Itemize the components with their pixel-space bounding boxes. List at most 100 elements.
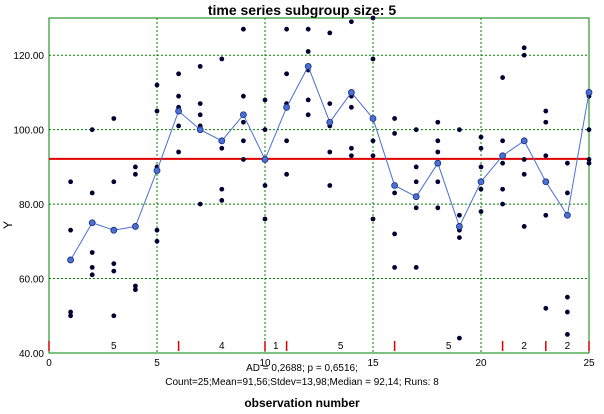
observation-point <box>111 179 117 185</box>
observation-point <box>413 205 419 211</box>
observation-point <box>478 209 484 214</box>
stats-line-1: AD = 0,2688; p = 0,6516; <box>246 363 358 374</box>
run-label: 5 <box>446 341 452 352</box>
observation-point <box>241 157 246 162</box>
observation-point <box>284 71 289 77</box>
observation-point <box>154 108 160 114</box>
observation-point <box>521 157 527 162</box>
observation-point <box>392 231 397 237</box>
observation-point <box>176 123 182 129</box>
observation-point <box>111 313 117 319</box>
observation-point <box>349 19 354 25</box>
series-point <box>110 226 118 234</box>
observation-point <box>370 153 376 159</box>
observation-point <box>284 26 289 32</box>
observation-point <box>543 212 549 218</box>
series-point <box>239 111 247 119</box>
observation-point <box>435 205 441 211</box>
observation-point <box>565 190 570 196</box>
observation-point <box>68 227 73 233</box>
observation-point <box>435 119 441 125</box>
y-tick-label: 100.00 <box>13 126 44 137</box>
x-tick-label: 15 <box>367 358 379 369</box>
observation-point <box>305 49 311 54</box>
observation-point <box>435 179 441 185</box>
y-tick-label: 60.00 <box>19 275 44 286</box>
observation-point <box>133 171 138 177</box>
series-point <box>499 152 507 160</box>
observation-point <box>521 171 527 177</box>
observation-point <box>565 331 570 337</box>
x-axis-label: observation number <box>244 396 360 410</box>
x-tick-label: 0 <box>46 358 52 369</box>
observation-point <box>392 130 397 136</box>
observation-point <box>478 145 484 151</box>
observation-point <box>197 112 203 118</box>
observation-point <box>111 268 117 274</box>
observation-point <box>219 186 225 192</box>
observation-point <box>197 63 203 69</box>
x-tick-label: 20 <box>475 358 487 369</box>
series-point <box>218 137 226 145</box>
observation-point <box>413 264 419 270</box>
observation-point <box>154 227 160 233</box>
series-point <box>88 219 96 227</box>
run-label: 5 <box>111 341 117 352</box>
series-point <box>585 89 593 96</box>
observation-point <box>68 309 73 315</box>
series-point <box>283 103 291 111</box>
observation-point <box>457 235 462 241</box>
series-point <box>153 167 161 175</box>
observation-point <box>262 183 268 188</box>
observation-point <box>219 145 225 151</box>
observation-point <box>89 264 95 270</box>
observation-point <box>305 112 311 118</box>
observation-point <box>241 119 246 125</box>
observation-point <box>219 56 225 62</box>
observation-point <box>586 157 592 162</box>
observation-point <box>327 101 333 107</box>
series-point <box>391 182 399 189</box>
observation-point <box>543 153 549 159</box>
observation-point <box>154 82 160 88</box>
observation-point <box>500 186 505 192</box>
series-point <box>175 107 183 115</box>
x-tick-label: 5 <box>154 358 160 369</box>
observation-point <box>370 138 376 144</box>
observation-point <box>111 261 117 267</box>
observation-point <box>241 93 246 99</box>
series-point <box>434 159 442 167</box>
observation-point <box>565 309 570 315</box>
observation-point <box>89 250 95 255</box>
series-point <box>455 223 463 230</box>
observation-point <box>241 138 246 144</box>
series-point <box>564 211 571 219</box>
observation-point <box>154 238 160 244</box>
observation-point <box>89 127 95 133</box>
observation-point <box>392 190 397 196</box>
observation-point <box>586 127 592 133</box>
observation-point <box>176 149 182 155</box>
observation-point <box>176 93 182 99</box>
observation-point <box>197 101 203 107</box>
series-point <box>67 256 74 264</box>
observation-point <box>565 160 570 166</box>
observation-point <box>68 179 73 185</box>
series-point <box>347 89 355 96</box>
x-tick-label: 25 <box>583 358 595 369</box>
observation-point <box>478 134 484 140</box>
y-tick-label: 80.00 <box>19 200 44 211</box>
stats-line-2: Count=25;Mean=91,56;Stdev=13,98;Median =… <box>165 377 439 388</box>
observation-point <box>370 56 376 62</box>
observation-point <box>543 119 549 125</box>
observation-point <box>305 26 311 32</box>
observation-point <box>68 313 73 319</box>
run-label: 4 <box>219 341 225 352</box>
series-point <box>304 62 312 70</box>
observation-point <box>565 294 570 300</box>
observation-point <box>262 216 268 222</box>
observation-point <box>586 160 592 166</box>
observation-point <box>284 138 289 144</box>
observation-point <box>521 45 527 51</box>
